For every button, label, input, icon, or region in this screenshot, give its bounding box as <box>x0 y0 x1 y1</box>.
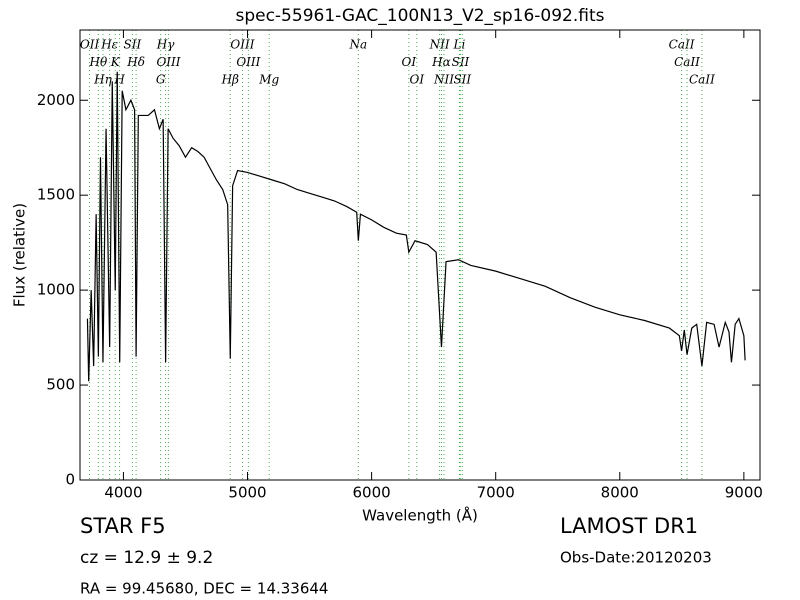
spectral-line-label: Hβ <box>221 73 239 87</box>
spectral-line-label: CaII <box>669 38 695 52</box>
y-axis-label: Flux (relative) <box>11 203 29 307</box>
x-tick-label: 5000 <box>228 484 266 502</box>
x-tick-label: 7000 <box>477 484 515 502</box>
spectral-line-label: G <box>156 73 166 87</box>
spectral-line-label: OIII <box>236 55 260 69</box>
y-tick-label: 2000 <box>37 91 75 109</box>
spectral-line-label: Hθ <box>89 55 108 69</box>
spectral-line-label: OI <box>409 73 424 87</box>
x-axis-label: Wavelength (Å) <box>362 506 478 525</box>
spectrum <box>86 71 746 382</box>
y-tick-label: 500 <box>46 376 75 394</box>
spectral-line-label: CaII <box>674 55 700 69</box>
survey: LAMOST DR1 <box>560 514 698 538</box>
redshift: cz = 12.9 ± 9.2 <box>80 548 213 568</box>
spectral-line-label: Mg <box>258 73 279 87</box>
spectral-line-label: Hε <box>100 38 118 52</box>
x-tick-label: 6000 <box>353 484 391 502</box>
spectral-line-label: SII <box>452 55 470 69</box>
obs-date: Obs-Date:20120203 <box>560 549 712 567</box>
spectral-line-label: NII <box>433 73 454 87</box>
spectral-line-label: Hγ <box>156 38 175 52</box>
plot-frame <box>79 29 761 481</box>
spectral-line-label: OI <box>402 55 417 69</box>
spectral-line-label: Li <box>453 38 466 52</box>
x-tick-label: 9000 <box>725 484 763 502</box>
spectral-line-label: SII <box>124 38 142 52</box>
coordinates: RA = 99.45680, DEC = 14.33644 <box>80 580 328 598</box>
spectral-line-label: Hη <box>93 73 112 87</box>
y-tick-label: 1500 <box>37 186 75 204</box>
spectral-line-label: H <box>113 73 125 87</box>
spectral-line-label: NII <box>429 38 450 52</box>
spectral-line-label: Na <box>349 38 368 52</box>
x-tick-label: 8000 <box>601 484 639 502</box>
spectral-line-label: Hα <box>431 55 451 69</box>
spectral-line-label: OIII <box>230 38 254 52</box>
spectral-line-label: Hδ <box>126 55 145 69</box>
spectral-line-label: OII <box>80 38 100 52</box>
y-tick-label: 0 <box>65 471 75 489</box>
chart-title: spec-55961-GAC_100N13_V2_sp16-092.fits <box>235 6 604 26</box>
spectral-line-label: OIII <box>156 55 180 69</box>
spectral-line-label: K <box>110 55 121 69</box>
x-tick-label: 4000 <box>104 484 142 502</box>
spectral-line-label: CaII <box>689 73 715 87</box>
y-tick-label: 1000 <box>37 281 75 299</box>
object-class: STAR F5 <box>80 514 166 538</box>
spectral-line-label: SII <box>453 73 471 87</box>
